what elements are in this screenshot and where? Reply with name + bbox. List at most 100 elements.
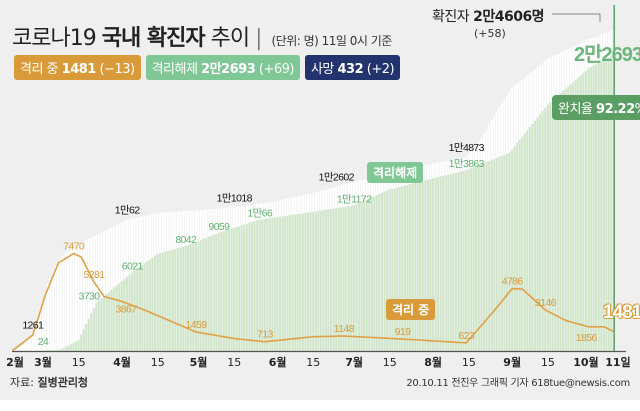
released-bar bbox=[396, 187, 399, 351]
released-bar bbox=[549, 102, 552, 351]
released-bar bbox=[266, 218, 269, 351]
isolating-value-label: 919 bbox=[395, 326, 411, 338]
released-bar bbox=[567, 86, 570, 351]
total-change: (+58) bbox=[474, 27, 506, 40]
released-bar bbox=[120, 280, 123, 351]
source: 자료: 질병관리청 bbox=[10, 374, 88, 390]
released-bar bbox=[314, 211, 317, 351]
released-bar bbox=[381, 192, 383, 351]
released-bar bbox=[539, 114, 542, 352]
isolating-series-tag: 격리 중 bbox=[386, 299, 436, 320]
released-bar bbox=[304, 212, 307, 351]
confirmed-bar bbox=[80, 243, 83, 351]
released-bar bbox=[161, 252, 164, 351]
released-bar bbox=[610, 56, 613, 351]
released-bar bbox=[82, 329, 85, 351]
released-bar bbox=[98, 300, 100, 351]
released-bar bbox=[100, 298, 103, 351]
released-bar bbox=[156, 253, 159, 351]
released-bar bbox=[238, 226, 241, 351]
released-bar bbox=[490, 159, 493, 351]
confirmed-value-label: 1261 bbox=[22, 320, 44, 332]
released-bar bbox=[207, 236, 210, 351]
released-bar bbox=[483, 162, 485, 351]
title-tail: 추이 bbox=[210, 26, 250, 51]
released-bar bbox=[449, 173, 452, 351]
released-bar bbox=[608, 57, 610, 351]
released-bar bbox=[554, 97, 557, 351]
released-bar bbox=[393, 188, 396, 351]
released-bar bbox=[388, 189, 391, 351]
isolating-value-label: 713 bbox=[257, 329, 273, 341]
released-bar bbox=[511, 149, 513, 351]
released-bar bbox=[251, 222, 253, 351]
released-bar bbox=[577, 77, 580, 351]
released-bar bbox=[215, 233, 218, 351]
released-bar bbox=[528, 127, 531, 351]
released-bar bbox=[447, 174, 450, 351]
released-bar bbox=[559, 93, 562, 351]
released-bar bbox=[151, 257, 154, 351]
confirmed-value-label: 1만2602 bbox=[319, 172, 355, 184]
released-bar bbox=[133, 270, 136, 351]
released-bar bbox=[324, 209, 327, 351]
released-bar bbox=[500, 155, 503, 351]
released-bar bbox=[126, 276, 128, 351]
released-bar bbox=[212, 234, 215, 351]
confirmed-bar bbox=[90, 237, 93, 351]
recovery-rate-unit: % bbox=[635, 102, 640, 117]
released-bar bbox=[521, 136, 524, 351]
isolating-value-label: 1856 bbox=[576, 332, 598, 344]
released-bar bbox=[375, 195, 378, 351]
confirmed-value-label: 1만62 bbox=[115, 205, 141, 217]
released-bar bbox=[386, 190, 389, 351]
released-bar bbox=[411, 183, 414, 351]
confirmed-bar bbox=[29, 337, 32, 351]
released-bar bbox=[245, 223, 248, 351]
confirmed-bar bbox=[85, 240, 88, 351]
confirmed-bar bbox=[72, 247, 75, 351]
released-bar bbox=[281, 216, 284, 351]
isolating-value-label: 3867 bbox=[116, 304, 138, 316]
released-bar bbox=[271, 217, 274, 351]
source-value: 질병관리청 bbox=[37, 376, 89, 389]
released-bar bbox=[574, 79, 577, 351]
title-regular: 코로나19 bbox=[12, 26, 97, 51]
released-bar bbox=[523, 133, 526, 351]
released-bar bbox=[200, 239, 202, 351]
confirmed-bar bbox=[67, 251, 70, 351]
isolating-value: 1481 bbox=[61, 62, 97, 77]
x-tick-label: 7월 bbox=[345, 355, 363, 369]
released-bar bbox=[268, 218, 271, 351]
released-bar bbox=[421, 180, 424, 351]
released-bar bbox=[518, 139, 521, 351]
released-badge: 격리해제 2만2693 (+69) bbox=[145, 55, 300, 80]
released-bar bbox=[536, 117, 539, 352]
released-bar bbox=[452, 173, 455, 351]
released-bar bbox=[495, 157, 498, 351]
released-bar bbox=[378, 193, 381, 351]
released-bar bbox=[240, 225, 243, 351]
released-bar bbox=[475, 166, 478, 351]
released-bar bbox=[228, 229, 230, 351]
released-bar bbox=[470, 168, 473, 351]
confirmed-value-label: 1만4873 bbox=[449, 142, 485, 154]
released-bar bbox=[105, 293, 108, 351]
released-bar bbox=[335, 208, 338, 351]
x-tick-label: 15 bbox=[151, 356, 165, 369]
deaths-label: 사망 bbox=[310, 62, 334, 77]
released-bar bbox=[360, 201, 363, 351]
deaths-badge: 사망 432 (+2) bbox=[304, 55, 401, 80]
released-bar bbox=[210, 235, 213, 351]
x-tick-label: 5월 bbox=[190, 355, 208, 369]
confirmed-bar bbox=[95, 234, 98, 351]
released-bar bbox=[585, 70, 587, 352]
released-bar bbox=[57, 349, 60, 351]
released-bar bbox=[194, 242, 197, 351]
released-bar bbox=[123, 278, 126, 351]
released-bar bbox=[358, 202, 360, 351]
released-bar bbox=[103, 295, 105, 351]
released-bar bbox=[136, 268, 139, 351]
released-bar bbox=[472, 167, 475, 351]
released-bar bbox=[243, 224, 246, 351]
